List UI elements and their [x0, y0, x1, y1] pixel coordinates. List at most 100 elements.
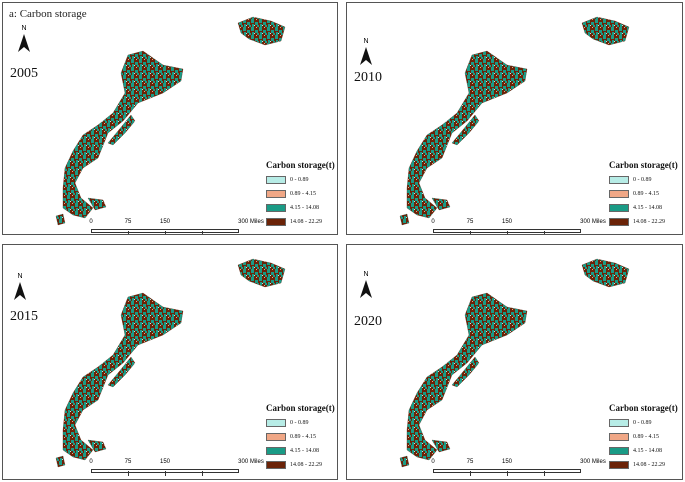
north-arrow-icon — [360, 47, 372, 65]
scale-label: 0 — [89, 459, 93, 465]
legend-item: 14.08 - 22.29 — [609, 458, 678, 472]
map-panel-2015: N 2015 Carbon storage(t) 0 - 0.89 0.89 -… — [2, 244, 338, 480]
legend-title: Carbon storage(t) — [609, 160, 678, 170]
land-mass-map — [55, 16, 286, 226]
scale-tick — [128, 471, 129, 476]
legend-item: 0 - 0.89 — [266, 416, 335, 430]
north-arrow: N — [358, 271, 374, 299]
legend-swatch — [609, 461, 629, 469]
figure-title: a: Carbon storage — [9, 8, 87, 20]
map-panel-2010: N 2010 Carbon storage(t) 0 - 0.89 0.89 -… — [346, 2, 683, 235]
scale-bar: 0 75 150 300 Miles — [89, 459, 264, 479]
year-label: 2005 — [10, 66, 38, 81]
scale-label: 0 — [431, 459, 435, 465]
north-arrow-label: N — [21, 25, 27, 32]
legend-item: 4.15 - 14.08 — [609, 444, 678, 458]
legend-label: 4.15 - 14.08 — [633, 205, 662, 211]
legend-label: 0.89 - 4.15 — [290, 191, 316, 197]
scale-tick — [202, 471, 203, 476]
legend-label: 4.15 - 14.08 — [633, 448, 662, 454]
scale-label: 300 Miles — [580, 219, 606, 225]
legend-item: 0.89 - 4.15 — [266, 430, 335, 444]
scale-label: 75 — [124, 459, 132, 465]
legend-swatch — [266, 176, 286, 184]
legend: Carbon storage(t) 0 - 0.89 0.89 - 4.15 4… — [266, 160, 335, 229]
legend-title: Carbon storage(t) — [266, 160, 335, 170]
year-label: 2015 — [10, 309, 38, 324]
legend: Carbon storage(t) 0 - 0.89 0.89 - 4.15 4… — [266, 403, 335, 472]
legend-item: 14.08 - 22.29 — [609, 215, 678, 229]
north-arrow: N — [12, 273, 28, 301]
legend-swatch — [609, 204, 629, 212]
north-arrow-label: N — [363, 38, 369, 45]
legend-swatch — [609, 190, 629, 198]
legend-swatch — [266, 190, 286, 198]
north-arrow-icon — [18, 34, 30, 52]
land-mass-map — [55, 258, 286, 468]
legend-item: 0 - 0.89 — [609, 173, 678, 187]
legend-title: Carbon storage(t) — [266, 403, 335, 413]
legend-swatch — [609, 419, 629, 427]
legend-item: 14.08 - 22.29 — [266, 458, 335, 472]
land-mass-map — [399, 16, 630, 226]
map-panel-2020: N 2020 Carbon storage(t) 0 - 0.89 0.89 -… — [346, 244, 683, 480]
scale-bar: 0 75 150 300 Miles — [89, 219, 264, 234]
scale-tick — [165, 471, 166, 476]
scale-label: 300 Miles — [238, 219, 264, 225]
legend-label: 14.08 - 22.29 — [290, 219, 322, 225]
legend-swatch — [266, 218, 286, 226]
scale-label: 75 — [466, 459, 474, 465]
legend-item: 0.89 - 4.15 — [609, 187, 678, 201]
legend-item: 4.15 - 14.08 — [609, 201, 678, 215]
north-arrow-icon — [360, 280, 372, 298]
scale-label: 0 — [89, 219, 93, 225]
scale-bar: 0 75 150 300 Miles — [431, 459, 606, 479]
legend-swatch — [609, 176, 629, 184]
scale-tick — [507, 231, 508, 234]
scale-label: 150 — [159, 219, 171, 225]
scale-label: 150 — [501, 219, 513, 225]
scale-tick — [165, 231, 166, 234]
north-arrow-label: N — [17, 273, 23, 280]
legend-swatch — [609, 218, 629, 226]
legend-title: Carbon storage(t) — [609, 403, 678, 413]
scale-label: 300 Miles — [580, 459, 606, 465]
scale-label: 150 — [501, 459, 513, 465]
legend-label: 14.08 - 22.29 — [290, 462, 322, 468]
legend-swatch — [266, 461, 286, 469]
legend-label: 4.15 - 14.08 — [290, 448, 319, 454]
scale-label: 300 Miles — [238, 459, 264, 465]
scale-label: 75 — [124, 219, 132, 225]
legend-item: 14.08 - 22.29 — [266, 215, 335, 229]
map-panel-2005: a: Carbon storage N 2005 Carbon storage(… — [2, 2, 338, 235]
legend-item: 0.89 - 4.15 — [609, 430, 678, 444]
legend-item: 0.89 - 4.15 — [266, 187, 335, 201]
scale-label: 75 — [466, 219, 474, 225]
legend-label: 0 - 0.89 — [290, 420, 309, 426]
legend-swatch — [609, 433, 629, 441]
legend-swatch — [266, 419, 286, 427]
legend: Carbon storage(t) 0 - 0.89 0.89 - 4.15 4… — [609, 160, 678, 229]
scale-tick — [470, 471, 471, 476]
year-label: 2010 — [354, 70, 382, 85]
legend-swatch — [266, 447, 286, 455]
legend-swatch — [609, 447, 629, 455]
north-arrow-icon — [14, 282, 26, 300]
legend-label: 0 - 0.89 — [633, 177, 652, 183]
legend-label: 4.15 - 14.08 — [290, 205, 319, 211]
legend-item: 0 - 0.89 — [266, 173, 335, 187]
legend-label: 0 - 0.89 — [290, 177, 309, 183]
legend-item: 0 - 0.89 — [609, 416, 678, 430]
legend-label: 14.08 - 22.29 — [633, 462, 665, 468]
scale-tick — [544, 471, 545, 476]
legend-item: 4.15 - 14.08 — [266, 201, 335, 215]
legend-swatch — [266, 433, 286, 441]
legend: Carbon storage(t) 0 - 0.89 0.89 - 4.15 4… — [609, 403, 678, 472]
year-label: 2020 — [354, 314, 382, 329]
scale-bar: 0 75 150 300 Miles — [431, 219, 606, 234]
scale-tick — [470, 231, 471, 234]
scale-tick — [202, 231, 203, 234]
legend-label: 0.89 - 4.15 — [290, 434, 316, 440]
legend-swatch — [266, 204, 286, 212]
legend-label: 14.08 - 22.29 — [633, 219, 665, 225]
